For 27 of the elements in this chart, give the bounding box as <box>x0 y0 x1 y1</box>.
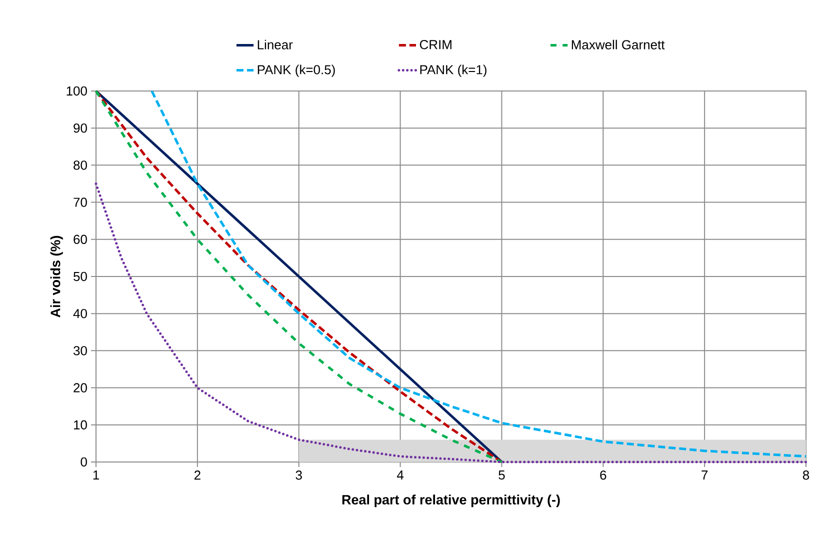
y-tick-label: 30 <box>74 346 87 356</box>
legend-label: CRIM <box>420 40 452 50</box>
y-tick-label: 0 <box>80 457 87 467</box>
y-tick-label: 40 <box>73 308 87 318</box>
line-series <box>150 90 808 458</box>
y-tick-label: 80 <box>74 160 87 170</box>
legend-label: Maxwell Garnett <box>572 40 665 50</box>
legend-label: Linear <box>258 40 293 50</box>
x-tick-label: 2 <box>194 470 200 480</box>
y-tick-label: 50 <box>74 272 87 282</box>
x-tick-label: 8 <box>802 470 810 480</box>
x-tick-label: 3 <box>296 470 302 480</box>
legend-label: PANK (k=0.5) <box>258 64 335 77</box>
y-tick-label: 90 <box>74 123 87 133</box>
y-axis-title: Air voids (%) <box>50 236 63 318</box>
x-axis-title: Real part of relative permittivity (-) <box>342 494 560 508</box>
x-tick-label: 7 <box>702 470 708 480</box>
y-tick-label: 60 <box>74 234 87 244</box>
y-tick-label: 20 <box>74 383 87 392</box>
legend-label: PANK (k=1) <box>420 64 486 77</box>
x-tick-label: 1 <box>93 470 99 480</box>
y-tick-label: 100 <box>66 86 87 96</box>
x-tick-label: 5 <box>498 470 505 480</box>
y-tick-label: 70 <box>74 198 87 207</box>
x-tick-label: 4 <box>396 470 404 480</box>
y-tick-label: 10 <box>74 420 87 430</box>
x-tick-label: 6 <box>600 470 606 480</box>
